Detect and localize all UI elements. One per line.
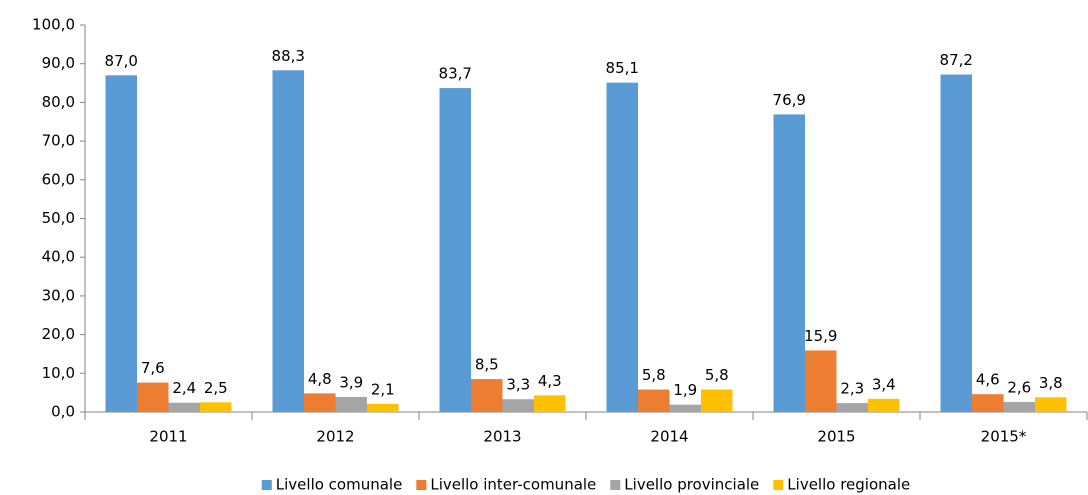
data-label: 3,9 — [339, 373, 363, 391]
x-tick-label: 2015 — [817, 428, 855, 446]
legend-swatch — [610, 480, 621, 490]
data-label: 2,4 — [172, 379, 196, 397]
data-label: 5,8 — [705, 366, 729, 384]
legend-swatch — [773, 480, 784, 490]
legend-label: Livello comunale — [276, 476, 403, 494]
data-label: 15,9 — [804, 327, 837, 345]
data-label: 87,2 — [940, 51, 973, 69]
bar — [940, 74, 972, 412]
y-tick-label: 60,0 — [42, 170, 75, 188]
bar — [367, 403, 399, 412]
bar — [805, 350, 837, 412]
bar — [439, 88, 471, 413]
x-tick-label: 2012 — [316, 428, 354, 446]
bar — [534, 395, 566, 412]
data-label: 3,8 — [1039, 374, 1063, 392]
data-label: 7,6 — [141, 359, 165, 377]
bar — [137, 382, 169, 412]
bar — [168, 402, 200, 412]
bar — [606, 82, 638, 413]
legend-swatch — [261, 480, 272, 490]
data-label: 4,8 — [308, 370, 332, 388]
bar — [773, 114, 805, 412]
y-tick-label: 50,0 — [42, 209, 75, 227]
bar — [105, 75, 137, 412]
legend-label: Livello regionale — [787, 476, 910, 494]
bar — [471, 379, 503, 412]
bar — [200, 402, 232, 412]
y-tick-label: 0,0 — [51, 403, 75, 421]
legend-label: Livello inter-comunale — [430, 476, 596, 494]
x-tick-label: 2014 — [650, 428, 688, 446]
legend-label: Livello provinciale — [624, 476, 759, 494]
y-tick-label: 70,0 — [42, 132, 75, 150]
legend: Livello comunale Livello inter-comunale Li… — [261, 476, 910, 494]
data-label: 3,4 — [872, 375, 896, 393]
bar — [335, 396, 367, 412]
y-tick-label: 80,0 — [42, 93, 75, 111]
data-label: 87,0 — [105, 52, 138, 70]
bar — [836, 403, 868, 412]
x-tick-label: 2013 — [483, 428, 521, 446]
y-tick-label: 30,0 — [42, 286, 75, 304]
bar — [272, 70, 304, 413]
data-label: 83,7 — [439, 65, 472, 83]
x-tick-label: 2011 — [149, 428, 187, 446]
data-label: 4,6 — [976, 371, 1000, 389]
bar — [1035, 397, 1067, 412]
y-tick-label: 20,0 — [42, 325, 75, 343]
y-tick-label: 90,0 — [42, 54, 75, 72]
data-label: 76,9 — [773, 91, 806, 109]
data-label: 2,5 — [204, 379, 228, 397]
bar — [868, 398, 900, 412]
y-tick-label: 100,0 — [32, 16, 75, 34]
x-tick-label: 2015* — [981, 428, 1027, 446]
bar — [638, 389, 670, 412]
y-tick-label: 10,0 — [42, 364, 75, 382]
data-label: 2,3 — [840, 380, 864, 398]
bar — [972, 394, 1004, 412]
data-label: 1,9 — [673, 381, 697, 399]
data-label: 88,3 — [272, 47, 305, 65]
bar — [701, 389, 733, 412]
y-tick-label: 40,0 — [42, 248, 75, 266]
data-label: 8,5 — [475, 356, 499, 374]
data-label: 5,8 — [642, 366, 666, 384]
bar — [502, 399, 534, 412]
bar — [669, 404, 701, 412]
data-label: 85,1 — [606, 59, 639, 77]
data-label: 2,1 — [371, 380, 395, 398]
data-label: 3,3 — [506, 376, 530, 394]
legend-swatch — [416, 480, 427, 490]
bar — [304, 393, 336, 412]
data-label: 2,6 — [1007, 378, 1031, 396]
bar — [1003, 401, 1035, 412]
data-label: 4,3 — [538, 372, 562, 390]
